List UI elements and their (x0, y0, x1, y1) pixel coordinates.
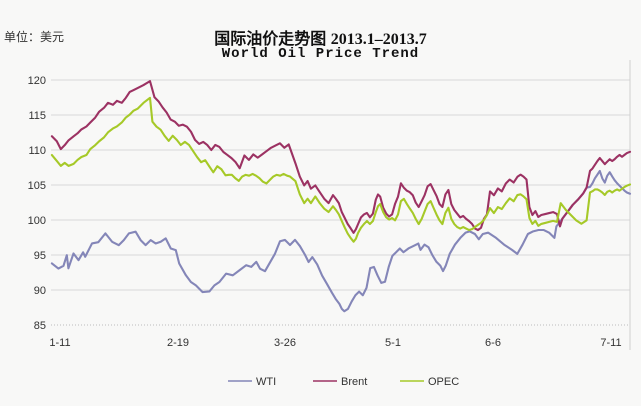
svg-text:115: 115 (28, 110, 46, 122)
svg-text:2-19: 2-19 (167, 337, 189, 349)
svg-text:6-6: 6-6 (485, 337, 501, 349)
svg-text:120: 120 (28, 75, 46, 87)
svg-text:105: 105 (28, 180, 46, 192)
svg-text:90: 90 (34, 285, 46, 297)
svg-text:5-1: 5-1 (385, 337, 401, 349)
svg-text:WTI: WTI (256, 376, 276, 388)
svg-text:1-11: 1-11 (49, 337, 70, 349)
svg-text:7-11: 7-11 (600, 337, 621, 349)
svg-text:Brent: Brent (341, 376, 367, 388)
svg-text:3-26: 3-26 (274, 337, 296, 349)
svg-text:OPEC: OPEC (428, 376, 459, 388)
svg-text:95: 95 (34, 250, 46, 262)
svg-text:85: 85 (34, 320, 46, 332)
svg-text:100: 100 (28, 215, 46, 227)
svg-text:110: 110 (28, 145, 46, 157)
